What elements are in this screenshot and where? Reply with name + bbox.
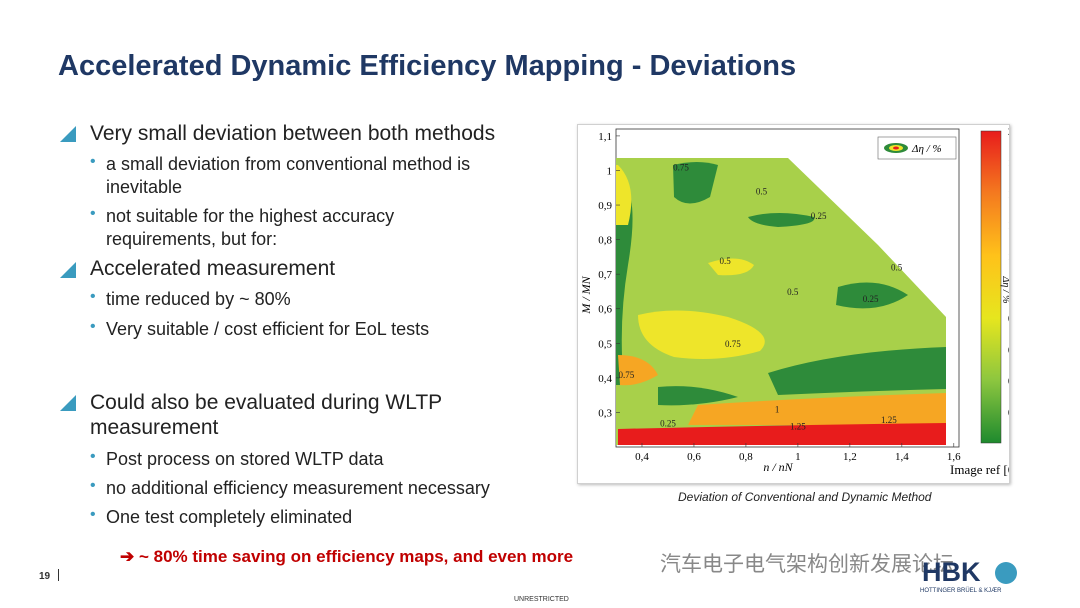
contour-label: 0.75 xyxy=(725,339,741,349)
colorbar-ticks: 0,20,40,60,811,21,41,61,82 xyxy=(1008,127,1021,419)
colorbar-tick-label: 1,2 xyxy=(1008,252,1009,263)
y-tick-label: 0,9 xyxy=(598,200,612,212)
x-tick-label: 1 xyxy=(795,451,801,463)
x-tick-label: 1,2 xyxy=(843,451,857,463)
conclusion-text: ➔ ~ 80% time saving on efficiency maps, … xyxy=(120,547,574,566)
x-tick-label: 0,4 xyxy=(635,451,649,463)
region-dark-green xyxy=(658,386,738,406)
legend-swatch-icon xyxy=(893,146,899,150)
y-axis-label: M / MN xyxy=(579,275,593,314)
page-number-divider xyxy=(58,569,59,581)
deviation-chart: 0,4 0,6 0,8 1 1,2 1,4 1,6 0,3 0,4 0,5 0,6 0,7 0,8 0,… xyxy=(577,124,1021,484)
contour-label: 0.75 xyxy=(619,370,635,380)
region-dark-green xyxy=(836,282,908,309)
colorbar-tick-label: 0,4 xyxy=(1008,377,1009,388)
bullet-triangle-icon xyxy=(60,126,76,142)
x-tick-label: 0,8 xyxy=(739,451,753,463)
colorbar xyxy=(980,130,1002,444)
colorbar-label: Δη / % xyxy=(1000,276,1009,304)
globe-icon xyxy=(995,562,1017,584)
bullet-triangle-icon xyxy=(60,395,76,411)
region-yellow xyxy=(638,310,765,359)
chart-caption: Deviation of Conventional and Dynamic Me… xyxy=(678,490,932,504)
colorbar-tick-label: 1,6 xyxy=(1008,189,1009,200)
contour-label: 0.25 xyxy=(863,294,879,304)
chart-svg: 0,4 0,6 0,8 1 1,2 1,4 1,6 0,30,40,50,60,70,80,… xyxy=(579,127,1021,477)
y-tick-label: 0,3 xyxy=(598,407,612,419)
colorbar-tick-label: 0,8 xyxy=(1008,314,1009,325)
contour-label: 0.5 xyxy=(891,263,903,273)
bullet-dot-icon: • xyxy=(90,153,96,170)
y-tick-label: 0,5 xyxy=(598,338,612,350)
hbk-logo: HBK xyxy=(922,557,981,587)
contour-label: 0.5 xyxy=(756,187,768,197)
sub-bullet: Post process on stored WLTP data xyxy=(106,449,384,469)
contour-labels: 0.75 0.25 0.5 0.5 0.5 0.25 0.5 0.75 0.75 1 1.25 1.2… xyxy=(619,162,903,431)
contour-label: 0.5 xyxy=(720,256,732,266)
contour-label: 0.5 xyxy=(787,287,799,297)
colorbar-tick-label: 2 xyxy=(1008,127,1009,138)
bullet-triangle-icon xyxy=(60,262,76,278)
bullet-3: Could also be evaluated during WLTP xyxy=(90,391,443,414)
region-orange xyxy=(688,393,946,425)
sub-bullet: a small deviation from conventional meth… xyxy=(106,154,471,174)
bullet-dot-icon: • xyxy=(90,288,96,305)
x-tick-label: 0,6 xyxy=(687,451,701,463)
contour-label: 0.25 xyxy=(811,211,827,221)
contour-label: 1.25 xyxy=(881,415,897,425)
y-tick-label: 0,6 xyxy=(598,304,612,316)
region-yellow xyxy=(708,258,754,276)
region-orange xyxy=(618,355,658,386)
legend-label: Δη / % xyxy=(911,143,942,155)
contour-label: 0.25 xyxy=(660,418,676,428)
sub-bullet: inevitable xyxy=(106,177,183,197)
image-ref-note: Image ref [6] xyxy=(950,462,1009,477)
colorbar-tick-label: 1,4 xyxy=(1008,221,1009,232)
bullet-dot-icon: • xyxy=(90,448,96,465)
contour-label: 1 xyxy=(775,404,780,414)
colorbar-tick-label: 0,2 xyxy=(1008,408,1009,419)
x-axis-label: n / nN xyxy=(763,460,793,474)
legend-box xyxy=(877,136,957,160)
bullet-dot-icon: • xyxy=(90,205,96,222)
bullet-dot-icon: • xyxy=(90,477,96,494)
sub-bullet: not suitable for the highest accuracy xyxy=(106,206,395,226)
page-title: Accelerated Dynamic Efficiency Mapping -… xyxy=(58,50,797,82)
y-tick-label: 1,1 xyxy=(598,131,612,143)
bullet-1: Very small deviation between both method… xyxy=(90,122,496,145)
contour-label: 0.75 xyxy=(673,162,689,172)
bullet-dot-icon: • xyxy=(90,318,96,335)
x-tick-label: 1,4 xyxy=(895,451,909,463)
sub-bullet: no additional efficiency measurement nec… xyxy=(106,478,490,498)
y-axis-ticks: 0,3 0,4 0,5 0,6 0,7 0,8 0,9 1 1,1 xyxy=(598,131,620,419)
x-axis-ticks: 0,4 0,6 0,8 1 1,2 1,4 1,6 xyxy=(635,443,961,463)
hbk-logo-subtitle: HOTTINGER BRÜEL & KJÆR xyxy=(920,588,1002,594)
y-tick-label: 0,4 xyxy=(598,373,612,385)
contour-label: 1.25 xyxy=(790,422,806,432)
region-dark-green xyxy=(768,347,946,395)
page-number: 19 xyxy=(39,571,51,582)
sub-bullet: One test completely eliminated xyxy=(106,507,353,527)
colorbar-tick-label: 0,6 xyxy=(1008,345,1009,356)
y-tick-label: 0,8 xyxy=(598,235,612,247)
classification-label: UNRESTRICTED xyxy=(514,596,569,603)
bullet-3-cont: measurement xyxy=(90,416,219,439)
y-tick-label: 1 xyxy=(607,165,613,177)
region-red xyxy=(618,423,946,445)
region-dark-green xyxy=(748,213,815,227)
sub-bullet: Very suitable / cost efficient for EoL t… xyxy=(106,319,430,339)
watermark-text: 汽车电子电气架构创新发展论坛 xyxy=(660,553,954,576)
colorbar-tick-label: 1,8 xyxy=(1008,158,1009,169)
y-tick-label: 0,7 xyxy=(598,269,612,281)
region-yellow xyxy=(616,165,632,225)
bullet-dot-icon: • xyxy=(90,506,96,523)
bullet-2: Accelerated measurement xyxy=(90,257,336,280)
x-tick-label: 1,6 xyxy=(947,451,961,463)
region-dark-green xyxy=(616,185,633,385)
sub-bullet: requirements, but for: xyxy=(106,229,278,249)
region-dark-green xyxy=(673,162,718,204)
sub-bullet: time reduced by ~ 80% xyxy=(106,289,291,309)
